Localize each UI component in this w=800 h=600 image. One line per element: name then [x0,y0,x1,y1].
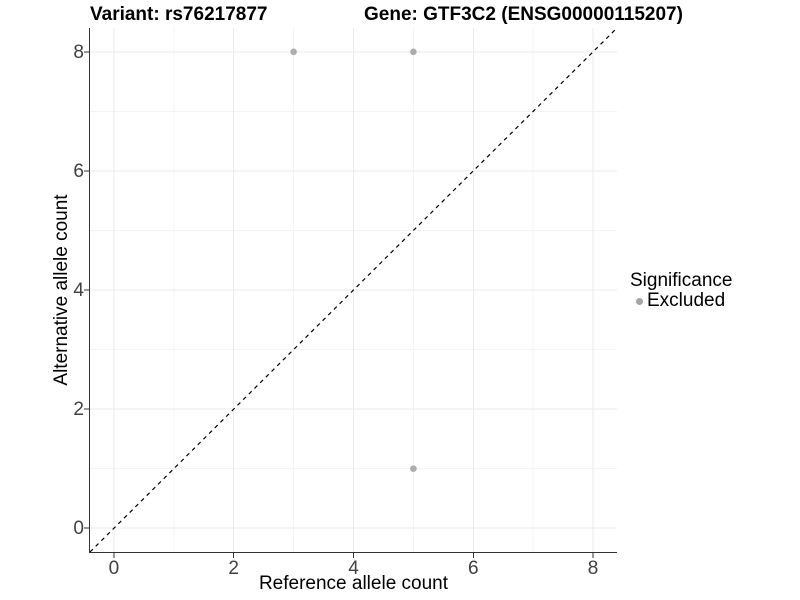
legend: Significance Excluded [630,270,733,312]
x-tick-label: 2 [228,558,239,579]
x-tick-label: 8 [587,558,599,579]
x-tick-label: 0 [108,558,120,579]
y-tick-label: 6 [73,160,84,182]
data-point [410,48,417,56]
legend-key-dot-icon [636,297,643,305]
y-tick-label: 2 [73,399,84,421]
legend-title: Significance [630,270,733,291]
y-tick-label: 0 [73,518,84,540]
y-tick-label: 4 [73,280,84,301]
x-axis-title: Reference allele count [258,573,449,594]
data-point [410,465,417,472]
data-point [290,48,297,56]
legend-entry: Excluded [630,290,732,311]
legend-entry-label: Excluded [647,290,726,311]
plot-title-gene: Gene: GTF3C2 (ENSG00000115207) [364,4,683,25]
y-tick-label: 8 [73,41,84,63]
x-tick-label: 4 [348,558,359,579]
x-tick-label: 6 [467,558,479,579]
plot-title-variant: Variant: rs76217877 [90,4,268,25]
identity-line [89,27,618,553]
